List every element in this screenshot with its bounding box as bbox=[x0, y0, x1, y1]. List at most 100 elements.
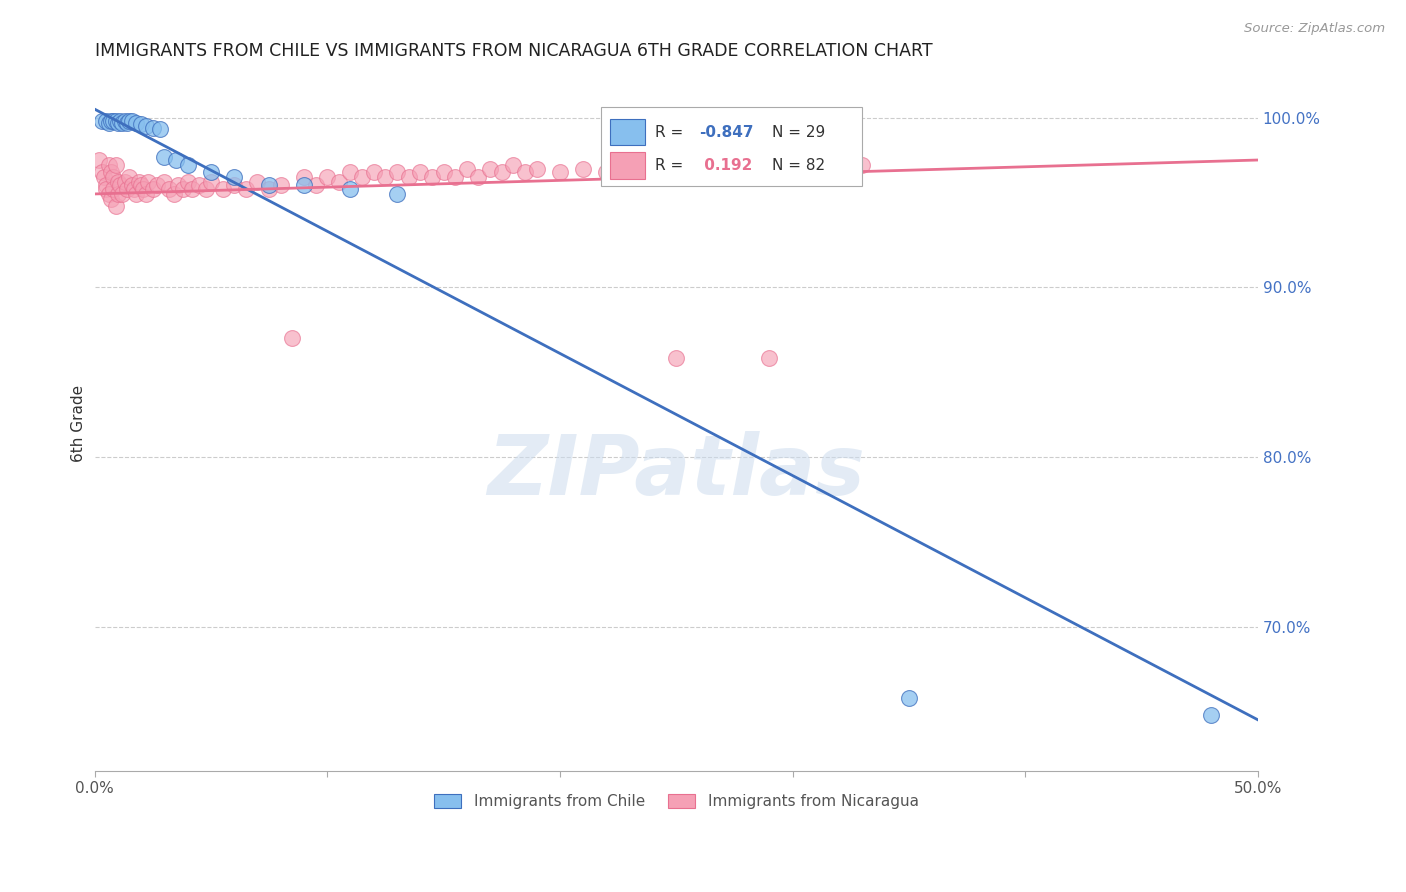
Point bbox=[96, 178, 118, 193]
Point bbox=[257, 182, 280, 196]
Point bbox=[136, 175, 159, 189]
Point bbox=[711, 158, 734, 172]
Point bbox=[103, 169, 125, 184]
Point bbox=[409, 165, 432, 179]
Point bbox=[157, 182, 180, 196]
Point bbox=[688, 161, 710, 176]
Point bbox=[96, 114, 118, 128]
Point bbox=[108, 114, 131, 128]
Point bbox=[769, 158, 792, 172]
Point bbox=[292, 178, 315, 193]
Point bbox=[165, 153, 187, 167]
Point bbox=[100, 114, 122, 128]
Point bbox=[97, 116, 120, 130]
Point bbox=[103, 114, 125, 128]
Point bbox=[292, 169, 315, 184]
Point bbox=[111, 186, 134, 201]
Point bbox=[211, 182, 233, 196]
Point bbox=[467, 169, 489, 184]
Point bbox=[153, 175, 176, 189]
Point bbox=[107, 175, 129, 189]
Point bbox=[432, 165, 454, 179]
Point bbox=[200, 165, 222, 179]
Text: ZIPatlas: ZIPatlas bbox=[488, 431, 865, 512]
Point bbox=[339, 165, 361, 179]
Point bbox=[548, 165, 571, 179]
Point bbox=[665, 351, 688, 366]
Point bbox=[304, 178, 326, 193]
Point bbox=[513, 165, 536, 179]
Point bbox=[385, 186, 408, 201]
Point bbox=[804, 161, 827, 176]
Point bbox=[97, 186, 120, 201]
Point bbox=[491, 165, 513, 179]
Point bbox=[735, 161, 758, 176]
Point bbox=[444, 169, 467, 184]
Point bbox=[115, 116, 138, 130]
Point bbox=[100, 192, 122, 206]
Point bbox=[90, 165, 112, 179]
Point bbox=[572, 161, 595, 176]
Point bbox=[89, 153, 111, 167]
Point bbox=[121, 178, 143, 193]
Point bbox=[93, 169, 115, 184]
Point bbox=[420, 169, 443, 184]
Point bbox=[100, 165, 122, 179]
Point bbox=[114, 114, 136, 128]
Text: N = 29: N = 29 bbox=[772, 125, 825, 140]
Point bbox=[374, 169, 396, 184]
Point bbox=[188, 178, 211, 193]
Point bbox=[172, 182, 194, 196]
Text: N = 82: N = 82 bbox=[772, 158, 825, 173]
Point bbox=[897, 690, 920, 705]
Point bbox=[224, 178, 246, 193]
Point bbox=[235, 182, 257, 196]
Point bbox=[352, 169, 374, 184]
FancyBboxPatch shape bbox=[600, 106, 862, 186]
Point bbox=[398, 169, 420, 184]
Point bbox=[526, 161, 548, 176]
Point bbox=[142, 120, 165, 135]
Point bbox=[176, 175, 198, 189]
Text: -0.847: -0.847 bbox=[699, 125, 754, 140]
Point bbox=[129, 117, 152, 131]
Point bbox=[103, 182, 125, 196]
Point bbox=[1201, 707, 1223, 722]
Point bbox=[135, 186, 157, 201]
Point bbox=[479, 161, 502, 176]
Point bbox=[107, 116, 129, 130]
Point bbox=[142, 182, 165, 196]
Point bbox=[270, 178, 292, 193]
Point bbox=[195, 182, 218, 196]
Point bbox=[167, 178, 190, 193]
Point bbox=[132, 182, 155, 196]
Point bbox=[339, 182, 361, 196]
Text: R =: R = bbox=[655, 158, 689, 173]
Point bbox=[200, 175, 222, 189]
Point bbox=[108, 178, 131, 193]
Point bbox=[97, 158, 120, 172]
Point bbox=[385, 165, 408, 179]
Point bbox=[176, 158, 198, 172]
Point bbox=[149, 122, 172, 136]
Point bbox=[118, 114, 141, 128]
Point bbox=[595, 165, 617, 179]
Point bbox=[114, 175, 136, 189]
Point bbox=[90, 114, 112, 128]
Point bbox=[104, 114, 127, 128]
Point bbox=[96, 182, 118, 196]
Point bbox=[122, 182, 145, 196]
Point bbox=[104, 158, 127, 172]
Point bbox=[641, 165, 664, 179]
Point bbox=[146, 178, 169, 193]
Legend: Immigrants from Chile, Immigrants from Nicaragua: Immigrants from Chile, Immigrants from N… bbox=[427, 788, 925, 815]
Text: Source: ZipAtlas.com: Source: ZipAtlas.com bbox=[1244, 22, 1385, 36]
Point bbox=[316, 169, 339, 184]
Point bbox=[118, 169, 141, 184]
Point bbox=[107, 186, 129, 201]
Point bbox=[257, 178, 280, 193]
Point bbox=[181, 182, 204, 196]
Text: R =: R = bbox=[655, 125, 689, 140]
Point bbox=[125, 186, 148, 201]
Point bbox=[153, 150, 176, 164]
